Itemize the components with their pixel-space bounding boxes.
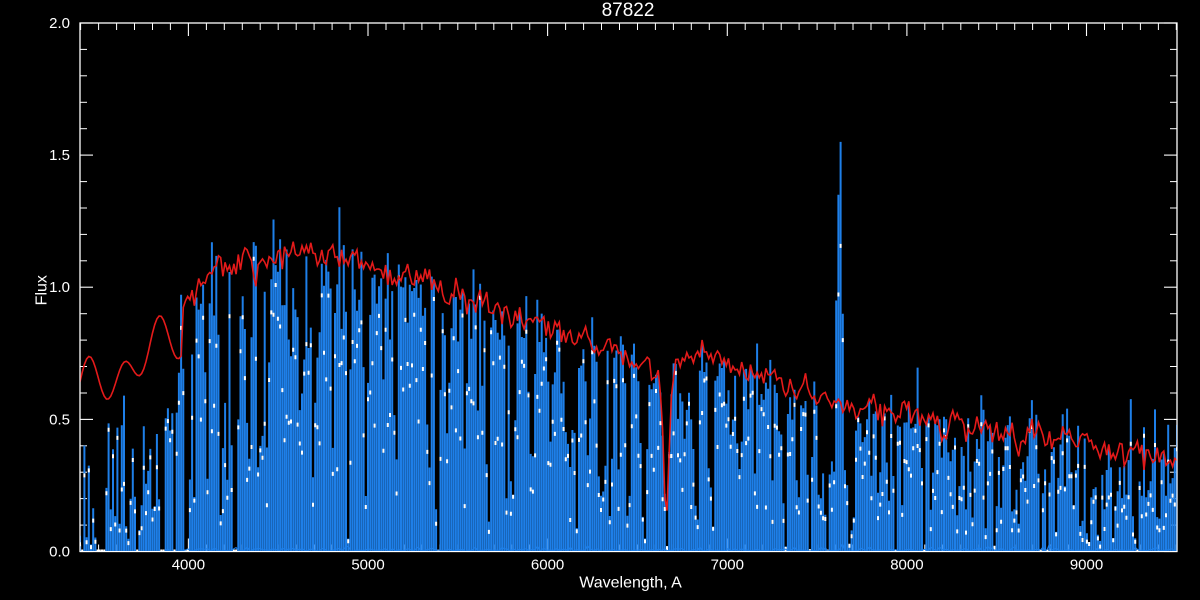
- svg-text:8000: 8000: [890, 557, 923, 574]
- svg-text:9000: 9000: [1070, 557, 1103, 574]
- svg-text:2.0: 2.0: [49, 15, 70, 32]
- svg-text:Flux: Flux: [34, 275, 51, 305]
- svg-text:87822: 87822: [602, 0, 655, 21]
- svg-text:Wavelength, A: Wavelength, A: [579, 575, 682, 592]
- svg-text:0.5: 0.5: [49, 411, 70, 428]
- svg-text:7000: 7000: [711, 557, 744, 574]
- svg-text:1.5: 1.5: [49, 147, 70, 164]
- svg-text:6000: 6000: [531, 557, 564, 574]
- svg-text:5000: 5000: [351, 557, 384, 574]
- svg-text:0.0: 0.0: [49, 544, 70, 561]
- svg-text:4000: 4000: [172, 557, 205, 574]
- svg-text:1.0: 1.0: [49, 279, 70, 296]
